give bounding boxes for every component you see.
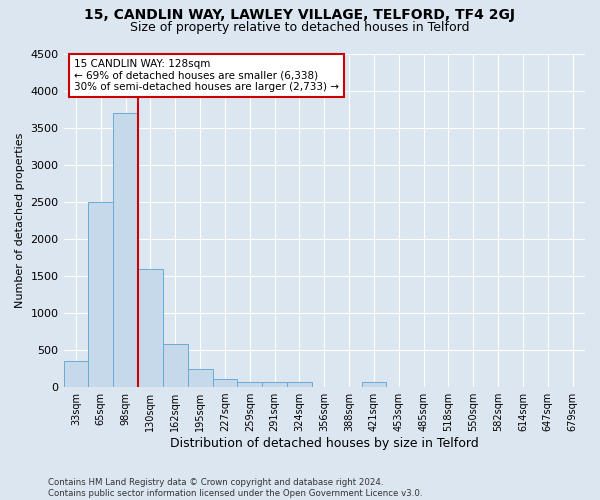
Text: 15, CANDLIN WAY, LAWLEY VILLAGE, TELFORD, TF4 2GJ: 15, CANDLIN WAY, LAWLEY VILLAGE, TELFORD… (85, 8, 515, 22)
Bar (287, 382, 312, 387)
Bar (238, 382, 262, 387)
Bar (88, 202, 113, 387)
Bar (138, 268, 163, 387)
Bar (163, 344, 188, 387)
Y-axis label: Number of detached properties: Number of detached properties (15, 133, 25, 308)
Bar (362, 382, 386, 387)
Bar (113, 113, 138, 387)
Bar (212, 379, 238, 387)
X-axis label: Distribution of detached houses by size in Telford: Distribution of detached houses by size … (170, 437, 479, 450)
Bar (188, 370, 212, 387)
Text: Contains HM Land Registry data © Crown copyright and database right 2024.
Contai: Contains HM Land Registry data © Crown c… (48, 478, 422, 498)
Text: Size of property relative to detached houses in Telford: Size of property relative to detached ho… (130, 21, 470, 34)
Bar (64, 361, 88, 387)
Bar (262, 382, 287, 387)
Text: 15 CANDLIN WAY: 128sqm
← 69% of detached houses are smaller (6,338)
30% of semi-: 15 CANDLIN WAY: 128sqm ← 69% of detached… (74, 59, 339, 92)
